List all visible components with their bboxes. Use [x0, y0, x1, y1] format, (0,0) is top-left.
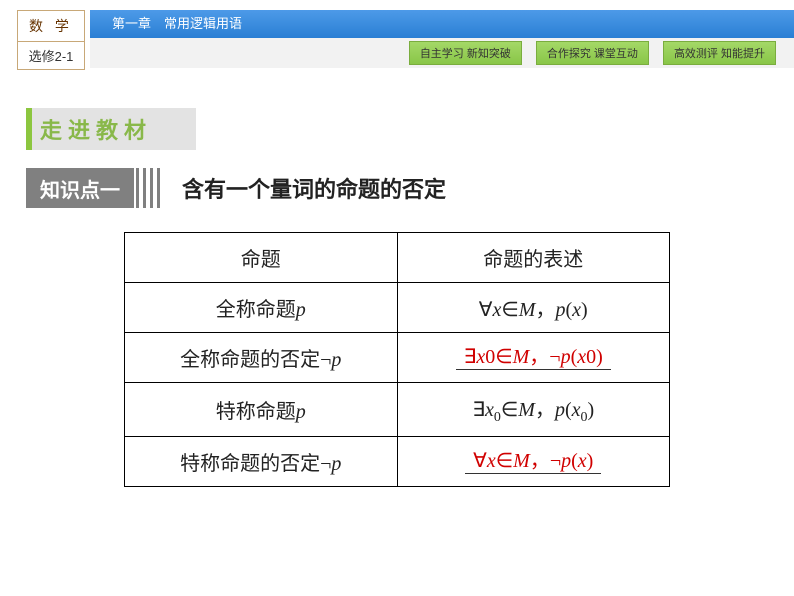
- subject-name: 数 学: [18, 11, 84, 42]
- section-box: 走进教材: [26, 108, 196, 150]
- table-row: 特称命题p ∃x0∈M，p(x0): [125, 383, 670, 437]
- table-header-cell: 命题: [125, 233, 398, 283]
- edition-label: 选修2-1: [18, 42, 84, 69]
- table-cell: ∃x0∈M，p(x0): [397, 383, 670, 437]
- table-cell: 特称命题的否定¬p: [125, 437, 398, 487]
- table-cell: ∀x∈M，p(x): [397, 283, 670, 333]
- knowledge-title: 含有一个量词的命题的否定: [182, 172, 446, 204]
- table-cell: 全称命题p: [125, 283, 398, 333]
- table-cell: 特称命题p: [125, 383, 398, 437]
- knowledge-label: 知识点一: [26, 168, 134, 208]
- table-cell: 全称命题的否定¬p: [125, 333, 398, 383]
- stripes-decoration: [136, 168, 164, 208]
- subject-box: 数 学 选修2-1: [17, 10, 85, 70]
- nav-button-study[interactable]: 自主学习 新知突破: [409, 41, 522, 65]
- section-title: 走进教材: [32, 113, 152, 145]
- table-row: 特称命题的否定¬p ∀x∈M，¬p(x): [125, 437, 670, 487]
- table-wrap: 命题 命题的表述 全称命题p ∀x∈M，p(x) 全称命题的否定¬p ∃x0∈M…: [124, 232, 670, 487]
- table-cell: ∃x0∈M，¬p(x0): [397, 333, 670, 383]
- table-row: 命题 命题的表述: [125, 233, 670, 283]
- top-bar: 数 学 选修2-1 第一章 常用逻辑用语 自主学习 新知突破 合作探究 课堂互动…: [0, 0, 794, 68]
- nav-button-assess[interactable]: 高效测评 知能提升: [663, 41, 776, 65]
- nav-strip: 自主学习 新知突破 合作探究 课堂互动 高效测评 知能提升: [90, 38, 794, 68]
- proposition-table: 命题 命题的表述 全称命题p ∀x∈M，p(x) 全称命题的否定¬p ∃x0∈M…: [124, 232, 670, 487]
- table-row: 全称命题p ∀x∈M，p(x): [125, 283, 670, 333]
- table-header-cell: 命题的表述: [397, 233, 670, 283]
- table-cell: ∀x∈M，¬p(x): [397, 437, 670, 487]
- knowledge-row: 知识点一 含有一个量词的命题的否定: [26, 168, 794, 208]
- chapter-banner: 第一章 常用逻辑用语: [90, 10, 794, 38]
- table-row: 全称命题的否定¬p ∃x0∈M，¬p(x0): [125, 333, 670, 383]
- nav-button-explore[interactable]: 合作探究 课堂互动: [536, 41, 649, 65]
